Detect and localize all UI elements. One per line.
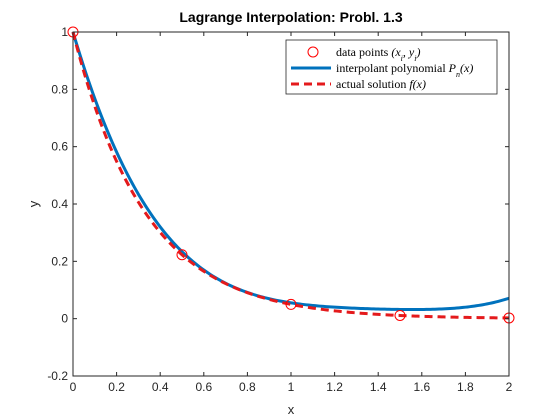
x-tick-label: 0 [70, 380, 77, 394]
data-point [394, 309, 406, 321]
legend-marker-data-points [307, 46, 319, 58]
x-tick-label: 0.2 [108, 380, 125, 394]
x-tick-label: 1.6 [413, 380, 430, 394]
x-tick-label: 1 [288, 380, 295, 394]
data-point [285, 298, 297, 310]
x-axis-label: x [288, 402, 295, 417]
x-axis-ticks: 0 0.2 0.4 0.6 0.8 1 1.2 1.4 1.6 1.8 2 [70, 32, 513, 394]
x-tick-label: 2 [506, 380, 513, 394]
x-tick-label: 0.4 [152, 380, 169, 394]
x-tick-label: 1.4 [370, 380, 387, 394]
x-tick-label: 1.2 [326, 380, 343, 394]
y-tick-label: 1 [61, 25, 68, 39]
legend-label-actual: actual solution f(x) [336, 77, 426, 91]
y-tick-label: 0 [61, 312, 68, 326]
series-interpolant-line [71, 31, 510, 312]
y-tick-label: -0.2 [47, 369, 68, 383]
series-actual-line [71, 31, 510, 320]
legend-label-data-points: data points (xi, yi) [336, 45, 420, 63]
legend: data points (xi, yi) interpolant polynom… [285, 39, 498, 95]
x-tick-label: 0.6 [195, 380, 212, 394]
y-tick-label: 0.2 [51, 254, 68, 268]
x-tick-label: 0.8 [239, 380, 256, 394]
y-axis-label: y [26, 200, 41, 207]
legend-label-interpolant: interpolant polynomial Pn(x) [336, 61, 473, 79]
y-tick-label: 0.4 [51, 197, 68, 211]
x-tick-label: 1.8 [457, 380, 474, 394]
y-tick-label: 0.6 [51, 140, 68, 154]
data-point [176, 249, 188, 261]
curves-layer [71, 31, 510, 320]
y-tick-label: 0.8 [51, 82, 68, 96]
y-axis-ticks: -0.2 0 0.2 0.4 0.6 0.8 1 [47, 25, 509, 383]
chart-title: Lagrange Interpolation: Probl. 1.3 [179, 9, 402, 25]
